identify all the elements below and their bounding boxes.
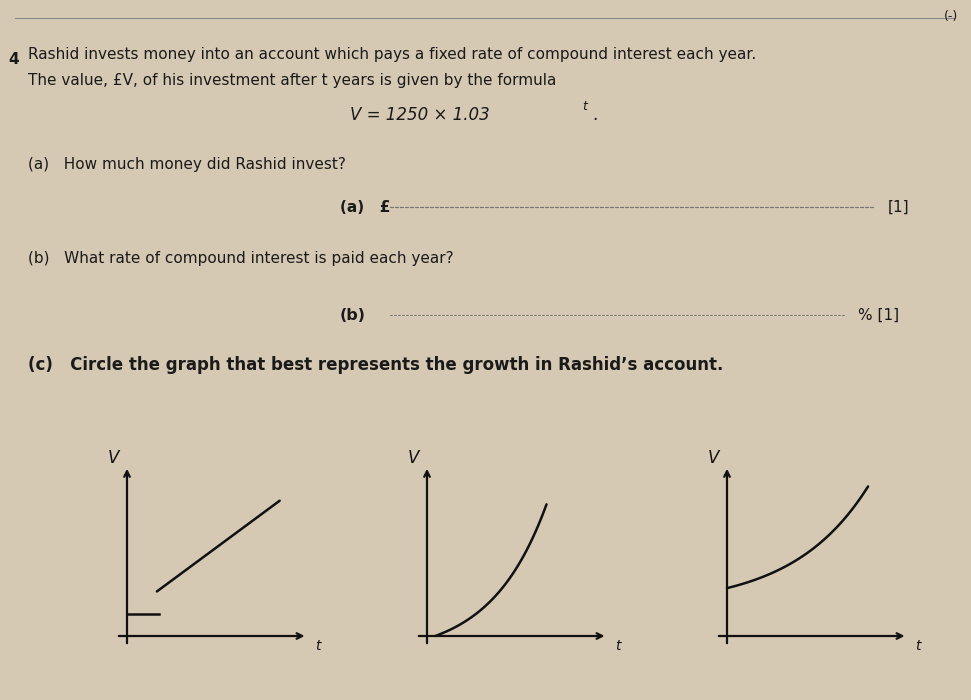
Text: V: V (407, 449, 419, 467)
Text: [1]: [1] (888, 199, 910, 214)
Text: Rashid invests money into an account which pays a fixed rate of compound interes: Rashid invests money into an account whi… (28, 48, 756, 62)
Text: (-): (-) (944, 10, 958, 23)
Text: V = 1250 × 1.03: V = 1250 × 1.03 (350, 106, 489, 124)
Text: (b): (b) (340, 307, 366, 323)
Text: (a)   How much money did Rashid invest?: (a) How much money did Rashid invest? (28, 158, 346, 172)
Text: (a)   £: (a) £ (340, 199, 390, 214)
Text: The value, £V, of his investment after t years is given by the formula: The value, £V, of his investment after t… (28, 73, 556, 88)
Text: (c)   Circle the graph that best represents the growth in Rashid’s account.: (c) Circle the graph that best represent… (28, 356, 723, 374)
Text: t: t (615, 639, 620, 653)
Text: (b)   What rate of compound interest is paid each year?: (b) What rate of compound interest is pa… (28, 251, 453, 265)
Text: V: V (707, 449, 719, 467)
Text: t: t (315, 639, 320, 653)
Text: 4: 4 (8, 52, 18, 67)
Text: t: t (582, 101, 586, 113)
Text: % [1]: % [1] (858, 307, 899, 323)
Text: t: t (915, 639, 921, 653)
Text: V: V (108, 449, 118, 467)
Text: .: . (592, 106, 597, 124)
